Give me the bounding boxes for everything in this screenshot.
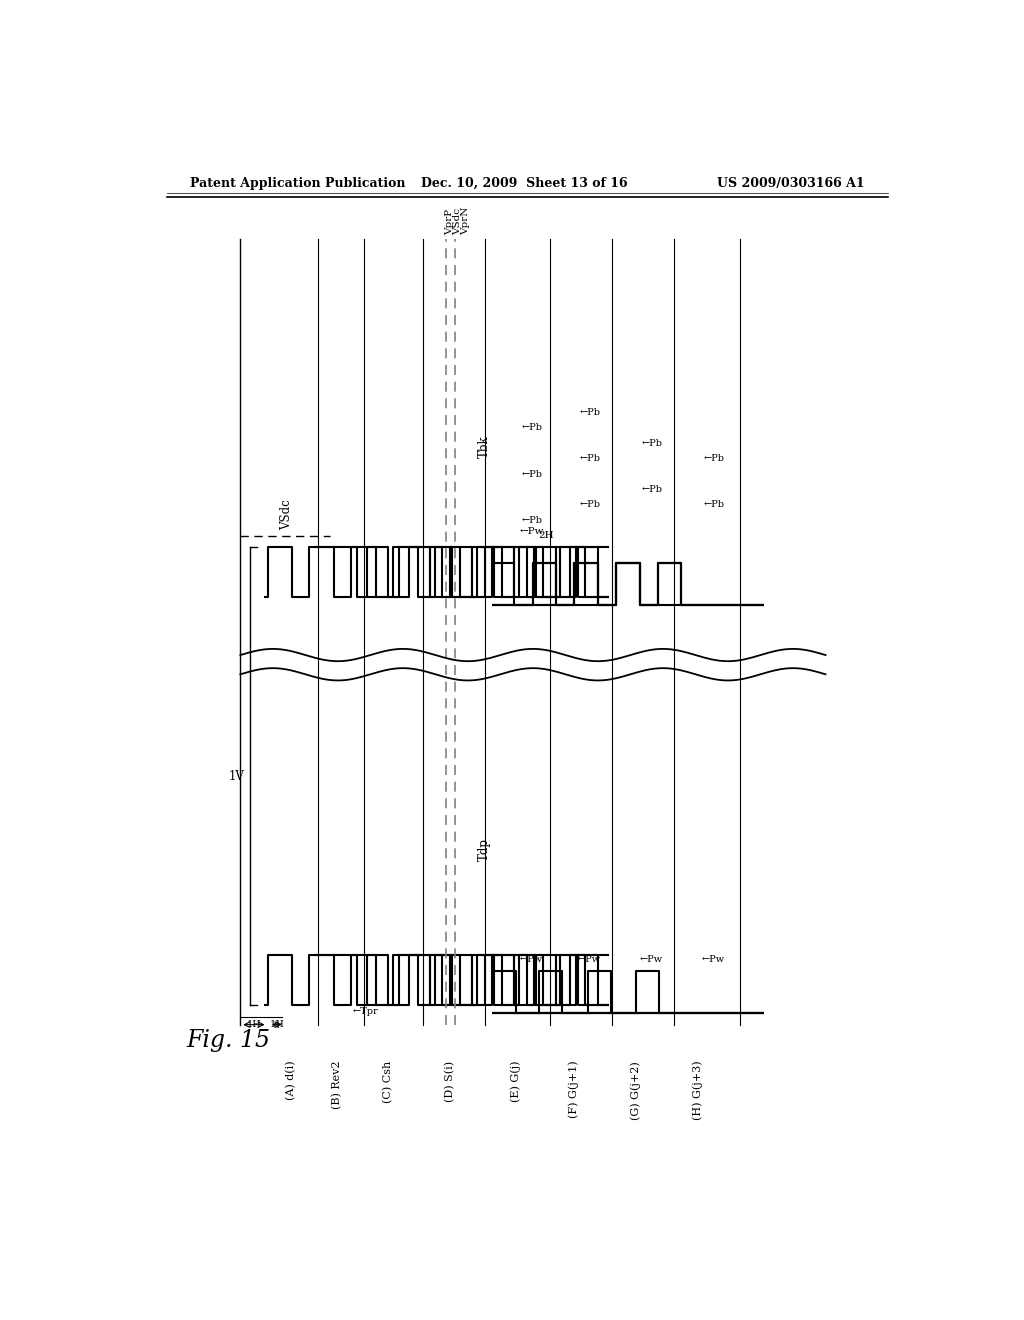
Text: ←Pb: ←Pb xyxy=(580,408,601,417)
Text: VSdc: VSdc xyxy=(281,499,293,529)
Text: 2H: 2H xyxy=(539,531,554,540)
Text: ←Pb: ←Pb xyxy=(642,484,663,494)
Text: ←Pb: ←Pb xyxy=(521,470,543,479)
Text: ←Pb: ←Pb xyxy=(580,500,601,510)
Text: Patent Application Publication: Patent Application Publication xyxy=(190,177,406,190)
Text: 1V: 1V xyxy=(228,770,245,783)
Text: ←Pw: ←Pw xyxy=(578,954,601,964)
Text: (A) d(i): (A) d(i) xyxy=(286,1061,296,1101)
Text: ←Pw: ←Pw xyxy=(640,954,663,964)
Text: (C) Csh: (C) Csh xyxy=(383,1061,393,1104)
Text: (G) G(j+2): (G) G(j+2) xyxy=(631,1061,641,1119)
Text: (B) Rev2: (B) Rev2 xyxy=(332,1061,342,1109)
Text: ←Pw: ←Pw xyxy=(701,954,725,964)
Text: VSdc: VSdc xyxy=(453,209,462,235)
Text: ←Tpr: ←Tpr xyxy=(352,1007,379,1016)
Text: ←Pb: ←Pb xyxy=(521,516,543,525)
Text: ←Pw: ←Pw xyxy=(519,528,544,536)
Text: (H) G(j+3): (H) G(j+3) xyxy=(692,1061,702,1121)
Text: (E) G(j): (E) G(j) xyxy=(510,1061,521,1102)
Text: 1H: 1H xyxy=(269,1020,285,1030)
Text: Fig. 15: Fig. 15 xyxy=(186,1028,270,1052)
Text: US 2009/0303166 A1: US 2009/0303166 A1 xyxy=(717,177,864,190)
Text: ←Pb: ←Pb xyxy=(580,454,601,463)
Text: ←Pb: ←Pb xyxy=(703,500,725,510)
Text: 1H: 1H xyxy=(247,1020,262,1030)
Text: Tbk: Tbk xyxy=(478,436,490,458)
Text: Tdp: Tdp xyxy=(478,838,490,861)
Text: ←Pb: ←Pb xyxy=(521,424,543,433)
Text: VprP: VprP xyxy=(445,210,454,235)
Text: (D) S(i): (D) S(i) xyxy=(444,1061,455,1102)
Text: ←Pb: ←Pb xyxy=(703,454,725,463)
Text: ←Pb: ←Pb xyxy=(642,438,663,447)
Text: Dec. 10, 2009  Sheet 13 of 16: Dec. 10, 2009 Sheet 13 of 16 xyxy=(422,177,628,190)
Text: VprN: VprN xyxy=(461,207,470,235)
Text: (F) G(j+1): (F) G(j+1) xyxy=(568,1061,579,1118)
Text: ←Pw: ←Pw xyxy=(519,954,543,964)
